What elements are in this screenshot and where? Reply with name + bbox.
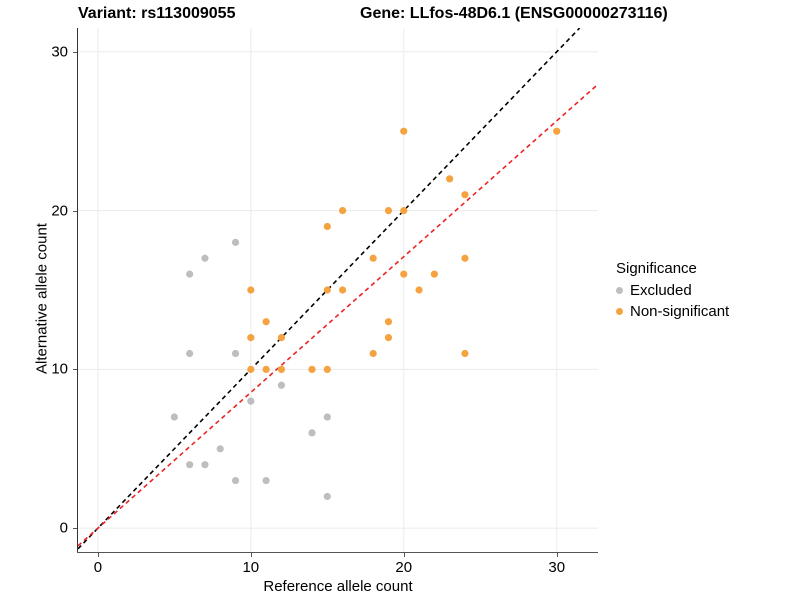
data-point bbox=[308, 429, 316, 437]
data-point bbox=[262, 476, 270, 485]
data-point bbox=[415, 286, 423, 294]
x-tick-label: 20 bbox=[395, 559, 413, 576]
x-tick-mark bbox=[97, 553, 99, 557]
y-tick-mark bbox=[73, 51, 77, 53]
x-tick-mark bbox=[556, 553, 558, 557]
legend: Significance Excluded Non-significant bbox=[616, 260, 796, 322]
data-point bbox=[247, 365, 255, 373]
data-point bbox=[323, 492, 331, 501]
data-point bbox=[338, 286, 347, 294]
x-tick-mark bbox=[250, 553, 252, 557]
data-point bbox=[323, 222, 331, 231]
data-point bbox=[430, 270, 438, 278]
data-point bbox=[553, 127, 561, 135]
data-point bbox=[186, 270, 194, 278]
data-point bbox=[400, 270, 408, 278]
data-point bbox=[446, 175, 454, 183]
data-point bbox=[400, 207, 408, 215]
data-point bbox=[201, 254, 209, 262]
reference-line-fitted-ratio bbox=[78, 83, 598, 547]
data-point bbox=[461, 191, 469, 199]
data-point bbox=[231, 349, 240, 358]
data-point bbox=[461, 254, 469, 262]
x-axis-label: Reference allele count bbox=[263, 578, 413, 595]
data-point bbox=[262, 318, 270, 326]
legend-item-label: Non-significant bbox=[630, 303, 730, 320]
data-point bbox=[369, 254, 377, 262]
data-point bbox=[400, 127, 408, 135]
data-point bbox=[308, 365, 316, 373]
data-point bbox=[277, 334, 286, 342]
data-point bbox=[277, 381, 286, 389]
data-point bbox=[262, 365, 270, 373]
legend-item-excluded: Excluded bbox=[616, 280, 796, 301]
legend-swatch-icon bbox=[616, 308, 623, 315]
y-tick-mark bbox=[73, 369, 77, 371]
data-point bbox=[277, 365, 286, 373]
x-tick-label: 0 bbox=[93, 559, 103, 576]
data-point bbox=[384, 334, 393, 342]
legend-item-label: Excluded bbox=[630, 282, 692, 299]
data-point bbox=[216, 445, 224, 453]
legend-item-non-significant: Non-significant bbox=[616, 301, 796, 322]
data-point bbox=[170, 413, 178, 421]
data-point bbox=[338, 207, 347, 215]
legend-entries: Excluded Non-significant bbox=[616, 280, 796, 322]
data-point bbox=[461, 349, 469, 358]
variant-title: Variant: rs113009055 bbox=[78, 5, 236, 22]
x-axis-line bbox=[77, 552, 598, 554]
x-tick-mark bbox=[403, 553, 405, 557]
y-tick-mark bbox=[73, 528, 77, 530]
data-point bbox=[323, 286, 331, 294]
data-point bbox=[186, 461, 194, 469]
data-point bbox=[384, 207, 393, 215]
plot-canvas bbox=[78, 28, 598, 552]
data-point bbox=[201, 461, 209, 469]
data-point bbox=[247, 286, 255, 294]
data-point bbox=[247, 334, 255, 342]
x-tick-label: 10 bbox=[242, 559, 260, 576]
y-axis-label: Alternative allele count bbox=[33, 223, 51, 374]
y-tick-label: 0 bbox=[59, 519, 68, 537]
y-tick-label: 30 bbox=[51, 43, 68, 61]
y-tick-mark bbox=[73, 210, 77, 212]
data-point bbox=[231, 238, 240, 246]
x-tick-label: 30 bbox=[548, 559, 566, 576]
data-point bbox=[247, 397, 255, 405]
y-tick-label: 20 bbox=[51, 202, 68, 220]
data-point bbox=[186, 349, 194, 358]
data-point bbox=[323, 365, 331, 373]
gene-title: Gene: LLfos-48D6.1 (ENSG00000273116) bbox=[360, 5, 668, 22]
legend-swatch-icon bbox=[616, 287, 623, 294]
y-axis-line bbox=[77, 28, 79, 552]
data-point bbox=[323, 413, 331, 421]
legend-title: Significance bbox=[616, 260, 697, 277]
y-tick-label: 10 bbox=[51, 360, 68, 378]
data-point bbox=[231, 476, 240, 485]
data-point bbox=[369, 349, 377, 358]
data-point bbox=[384, 318, 393, 326]
